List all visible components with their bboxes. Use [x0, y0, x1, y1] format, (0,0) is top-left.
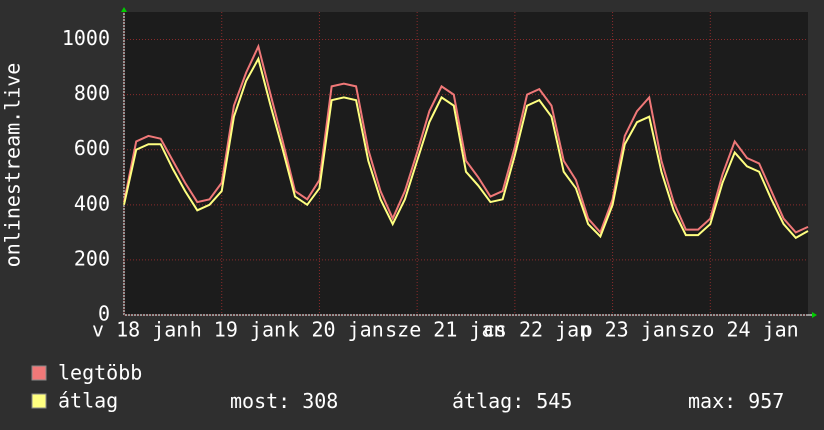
- x-tick-label: k 20 jan: [287, 318, 383, 342]
- y-arrow: [121, 7, 127, 12]
- legend-swatch: [31, 393, 47, 409]
- stat-label: max:: [688, 389, 736, 413]
- legend-label: átlag: [58, 389, 118, 413]
- legend-label: legtöbb: [58, 361, 142, 385]
- x-tick-label: h 19 jan: [190, 318, 286, 342]
- y-tick-label: 0: [98, 302, 110, 326]
- stat-value: 308: [302, 389, 338, 413]
- stat-value: 957: [748, 389, 784, 413]
- y-tick-label: 400: [74, 191, 110, 215]
- x-tick-label: cs 22 jan: [483, 318, 591, 342]
- stat-label: átlag:: [452, 389, 524, 413]
- plot-area: [124, 12, 808, 315]
- series-line: [123, 43, 809, 235]
- stat-label: most:: [230, 389, 290, 413]
- series-line: [123, 56, 809, 240]
- y-tick-label: 800: [74, 81, 110, 105]
- x-tick-label: sze 21 jan: [385, 318, 505, 342]
- x-tick-label: szo 24 jan: [678, 318, 798, 342]
- x-tick-label: v 18 jan: [92, 318, 188, 342]
- y-axis-label: onlinestream.live: [1, 63, 25, 268]
- stat: átlag: 545: [452, 389, 572, 413]
- x-arrow: [812, 312, 817, 318]
- y-tick-label: 1000: [62, 26, 110, 50]
- x-tick-label: p 23 jan: [581, 318, 677, 342]
- y-tick-label: 600: [74, 136, 110, 160]
- legend-swatch: [31, 365, 47, 381]
- y-tick-label: 200: [74, 246, 110, 270]
- stat-value: 545: [536, 389, 572, 413]
- stat: max: 957: [688, 389, 784, 413]
- stat: most: 308: [230, 389, 338, 413]
